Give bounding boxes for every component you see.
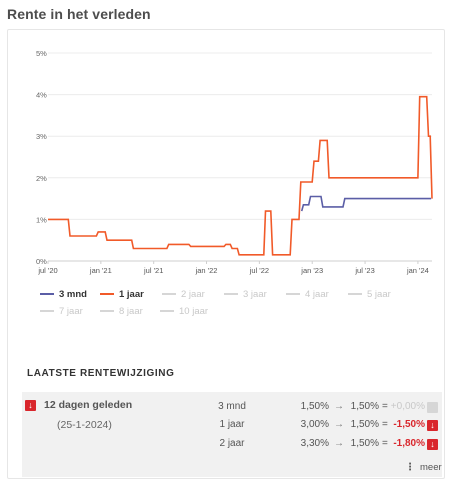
rate-down-icon: ↓ (427, 420, 438, 431)
legend-label: 5 jaar (367, 288, 391, 300)
legend-item-3-jaar[interactable]: 3 jaar (224, 289, 286, 300)
x-tick-label: jul '20 (37, 266, 57, 275)
rate-term: 3 mnd (218, 401, 246, 412)
legend-swatch (160, 310, 174, 312)
series-line-1-jaar (48, 95, 433, 256)
y-tick-label: 0% (36, 257, 47, 266)
change-date: (25-1-2024) (57, 419, 112, 431)
rate-new: 1,50% (350, 438, 379, 449)
rate-delta: +0,00% (390, 401, 425, 412)
x-tick-label: jan '22 (195, 266, 218, 275)
more-dots-icon: ⋮ (405, 462, 415, 473)
rate-term: 1 jaar (219, 419, 245, 430)
legend-swatch (162, 293, 176, 295)
legend-label: 10 jaar (179, 305, 209, 317)
arrow-right-icon: → (334, 401, 344, 412)
legend-swatch (40, 293, 54, 295)
rate-down-icon: ↓ (427, 439, 438, 450)
legend-swatch (100, 293, 114, 295)
legend-item-7-jaar[interactable]: 7 jaar (40, 306, 100, 317)
chart-legend: 3 mnd 1 jaar 2 jaar 3 jaar 4 jaar 5 jaar 7 ja… (40, 288, 440, 322)
legend-swatch (286, 293, 300, 295)
rate-term: 2 jaar (219, 438, 245, 449)
rate-old: 3,30% (300, 438, 329, 449)
legend-label: 2 jaar (181, 288, 205, 300)
equals-sign: = (382, 419, 388, 430)
legend-item-1-jaar[interactable]: 1 jaar (100, 289, 162, 300)
latest-change-box: ↓ 12 dagen geleden (25-1-2024) 3 mnd 1,5… (22, 392, 442, 477)
rate-old: 3,00% (300, 419, 329, 430)
y-tick-label: 2% (36, 174, 47, 183)
legend-item-8-jaar[interactable]: 8 jaar (100, 306, 160, 317)
y-tick-label: 5% (36, 49, 47, 58)
legend-item-2-jaar[interactable]: 2 jaar (162, 289, 224, 300)
legend-label: 7 jaar (59, 305, 83, 317)
legend-label: 8 jaar (119, 305, 143, 317)
rate-delta: -1,80% (393, 438, 425, 449)
rate-new: 1,50% (350, 401, 379, 412)
legend-item-3-mnd[interactable]: 3 mnd (40, 289, 100, 300)
legend-item-4-jaar[interactable]: 4 jaar (286, 289, 348, 300)
legend-label: 1 jaar (119, 288, 144, 300)
x-tick-label: jan '21 (89, 266, 112, 275)
x-tick-label: jan '24 (406, 266, 429, 275)
change-age: ↓ 12 dagen geleden (25, 399, 132, 411)
y-tick-label: 4% (36, 91, 47, 100)
latest-change-title: LAATSTE RENTEWIJZIGING (27, 368, 175, 379)
legend-label: 4 jaar (305, 288, 329, 300)
rate-old: 1,50% (300, 401, 329, 412)
arrow-right-icon: → (334, 419, 344, 430)
legend-swatch (224, 293, 238, 295)
legend-swatch (40, 310, 54, 312)
x-tick-label: jul '22 (249, 266, 269, 275)
rate-new: 1,50% (350, 419, 379, 430)
legend-item-5-jaar[interactable]: 5 jaar (348, 289, 410, 300)
legend-label: 3 mnd (59, 288, 87, 300)
more-link[interactable]: ⋮ meer (405, 462, 442, 473)
rate-unchanged-icon (427, 402, 438, 413)
change-age-text: 12 dagen geleden (44, 399, 133, 411)
page-title: Rente in het verleden (7, 6, 151, 22)
equals-sign: = (382, 438, 388, 449)
y-tick-label: 1% (36, 215, 47, 224)
legend-item-10-jaar[interactable]: 10 jaar (160, 306, 220, 317)
x-tick-label: jul '21 (143, 266, 163, 275)
arrow-right-icon: → (334, 438, 344, 449)
x-tick-label: jul '23 (354, 266, 374, 275)
legend-swatch (348, 293, 362, 295)
y-tick-label: 3% (36, 132, 47, 141)
rate-row: 1 jaar 3,00% → 1,50% = -1,50% ↓ (22, 419, 442, 435)
equals-sign: = (382, 401, 388, 412)
series-line-3-mnd (300, 195, 432, 212)
rate-delta: -1,50% (393, 419, 425, 430)
rate-row: 3 mnd 1,50% → 1,50% = +0,00% (22, 401, 442, 417)
x-tick-label: jan '23 (300, 266, 323, 275)
more-label: meer (420, 462, 442, 473)
rate-down-icon: ↓ (25, 399, 36, 411)
legend-swatch (100, 310, 114, 312)
rate-row: 2 jaar 3,30% → 1,50% = -1,80% ↓ (22, 438, 442, 454)
rate-history-chart: 0% 1% 2% 3% 4% 5% jul '20 jan '21 jul '21 jan '22… (36, 49, 433, 275)
legend-label: 3 jaar (243, 288, 267, 300)
